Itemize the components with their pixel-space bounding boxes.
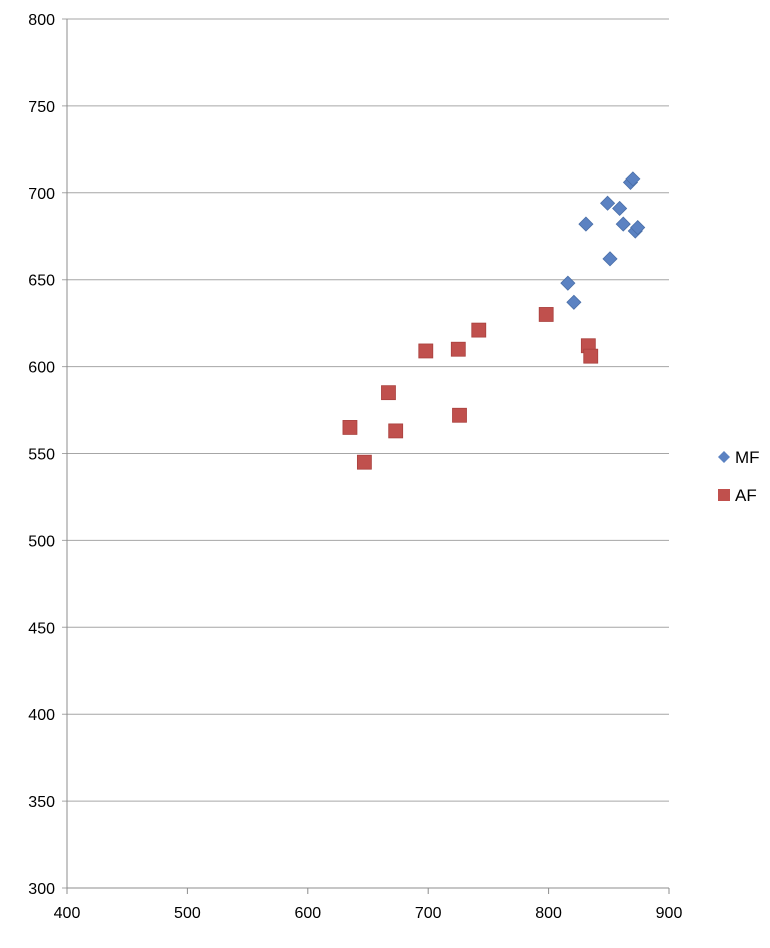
data-point-af <box>418 343 434 359</box>
data-point-af <box>583 348 599 364</box>
y-tick-label: 750 <box>28 99 55 116</box>
legend-label: MF <box>735 448 760 467</box>
x-tick-label: 800 <box>535 905 562 922</box>
axes <box>66 19 670 894</box>
data-point-mf <box>615 216 631 232</box>
data-point-mf <box>612 200 628 217</box>
legend-item-af: AF <box>718 486 757 505</box>
x-tick-label: 600 <box>294 905 321 922</box>
x-tick-label: 500 <box>174 905 201 922</box>
data-point-af <box>450 341 466 357</box>
data-point-af <box>342 420 358 435</box>
y-tick-labels: 300 350 400 450 500 550 600 650 700 750 800 <box>28 12 55 898</box>
y-tick-label: 450 <box>28 620 55 637</box>
data-point-mf <box>600 195 616 211</box>
legend-marker-diamond <box>718 451 730 463</box>
y-tick-label: 600 <box>28 360 55 377</box>
data-point-mf <box>625 171 641 187</box>
data-point-mf <box>630 219 646 236</box>
legend-marker-square <box>718 489 730 501</box>
data-point-mf <box>560 275 576 291</box>
y-tick-label: 800 <box>28 12 55 29</box>
y-tick-label: 650 <box>28 273 55 290</box>
data-point-af <box>356 454 372 470</box>
y-tick-label: 350 <box>28 794 55 811</box>
y-tick-label: 300 <box>28 881 55 898</box>
x-tick-labels: 400 500 600 700 800 900 <box>54 905 683 922</box>
data-points <box>342 171 646 470</box>
data-point-af <box>471 322 487 338</box>
data-point-mf <box>566 294 582 310</box>
data-point-af <box>388 423 404 439</box>
y-tick-label: 550 <box>28 447 55 464</box>
x-tick-label: 400 <box>54 905 81 922</box>
legend: MF AF <box>718 448 760 505</box>
y-tick-label: 500 <box>28 533 55 550</box>
data-point-af <box>538 307 554 322</box>
legend-label: AF <box>735 486 757 505</box>
data-point-af <box>381 385 396 401</box>
x-tick-label: 900 <box>656 905 683 922</box>
data-point-mf <box>578 216 594 232</box>
y-tick-label: 700 <box>28 186 55 203</box>
x-tick-label: 700 <box>415 905 442 922</box>
legend-item-mf: MF <box>718 448 760 467</box>
gridlines <box>62 18 669 889</box>
y-tick-label: 400 <box>28 707 55 724</box>
data-point-mf <box>602 251 618 267</box>
data-point-af <box>452 407 467 423</box>
